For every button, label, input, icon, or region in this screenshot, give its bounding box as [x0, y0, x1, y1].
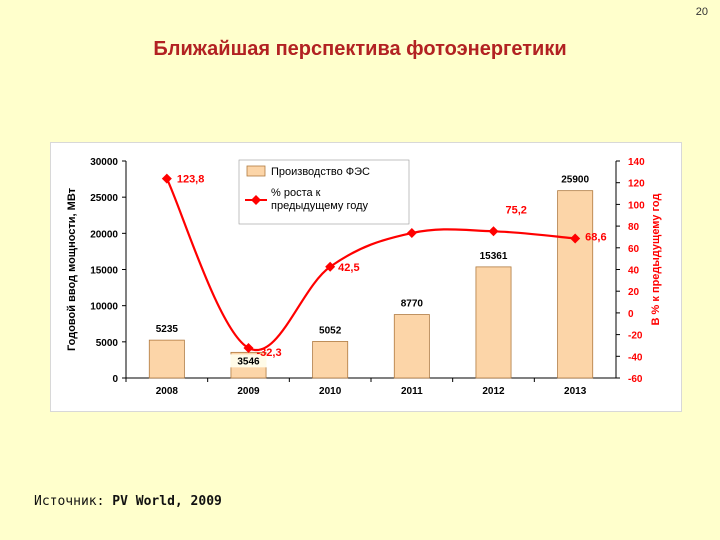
x-tick-label: 2011	[401, 386, 423, 397]
bar-2008	[148, 339, 185, 379]
bar-2012	[475, 266, 512, 379]
bar-label-backdrop	[230, 354, 267, 368]
line-value-label: 68,6	[585, 231, 606, 243]
legend-marker-line	[251, 195, 261, 205]
y2-tick-label: 20	[628, 287, 640, 298]
y2-tick-label: 40	[628, 266, 640, 277]
legend-label-bar: Производство ФЭС	[271, 166, 370, 178]
y-axis-title: Годовой ввод мощности, МВт	[66, 187, 78, 351]
bar-value-label: 5052	[319, 325, 342, 336]
y-tick-label: 5000	[96, 338, 119, 349]
line-value-label: 75,2	[506, 204, 527, 216]
y2-tick-label: -40	[628, 352, 643, 363]
combo-chart: 0 5000 10000 15000 20000 25000 30000 -60 -40 -20 0…	[66, 157, 662, 397]
y2-tick-label: 80	[628, 222, 640, 233]
legend-label-line: % роста к предыдущему году	[271, 187, 369, 212]
bar-value-label: 5235	[156, 324, 179, 335]
legend: Производство ФЭС % роста к предыдущему год…	[238, 159, 410, 225]
y2-tick-label: 0	[628, 309, 634, 320]
line-value-label: 123,8	[177, 174, 205, 186]
bar-2011	[393, 314, 430, 379]
x-tick-label: 2009	[237, 386, 260, 397]
y2-tick-label: -20	[628, 331, 643, 342]
bar-value-label: 8770	[401, 299, 424, 310]
source-label: Источник:	[34, 494, 105, 509]
y-tick-label: 10000	[90, 302, 118, 313]
y-tick-label: 20000	[90, 229, 118, 240]
line-marker-2013	[570, 233, 581, 244]
x-tick-label: 2012	[482, 386, 505, 397]
bar-value-label: 15361	[480, 251, 508, 262]
source-note: Источник: PV World, 2009	[34, 494, 222, 509]
y2-tick-label: 60	[628, 244, 640, 255]
y-tick-label: 25000	[90, 193, 118, 204]
x-tick-label: 2008	[156, 386, 179, 397]
line-value-label: 42,5	[338, 262, 359, 274]
y-tick-label: 0	[112, 374, 118, 385]
y2-tick-label: 100	[628, 200, 645, 211]
x-tick-label: 2013	[564, 386, 587, 397]
y2-axis-title: В % к предыдущему год	[650, 194, 662, 326]
legend-box	[238, 159, 410, 225]
axes-layer: 0 5000 10000 15000 20000 25000 30000 -60 -40 -20 0…	[66, 157, 662, 397]
legend-swatch-bar	[246, 165, 266, 177]
y-tick-label: 30000	[90, 157, 118, 168]
y2-tick-label: 140	[628, 157, 645, 168]
line-marker-2008	[161, 173, 172, 184]
line-layer: 123,8-32,342,573,675,268,6	[161, 173, 607, 359]
bar-2013	[557, 190, 594, 379]
source-value: PV World, 2009	[112, 494, 222, 509]
line-marker-2009	[243, 342, 254, 353]
line-marker-2012	[488, 226, 499, 237]
x-tick-label: 2010	[319, 386, 342, 397]
page-number: 20	[695, 6, 708, 18]
bar-2010	[312, 341, 349, 379]
slide-title: Ближайшая перспектива фотоэнергетики	[153, 38, 567, 60]
line-value-label: -32,3	[257, 347, 282, 359]
bar-value-label: 3546	[237, 356, 260, 367]
y2-tick-label: -60	[628, 374, 643, 385]
chart-panel: 0 5000 10000 15000 20000 25000 30000 -60 -40 -20 0…	[50, 142, 682, 412]
y2-tick-label: 120	[628, 179, 645, 190]
bar-value-label: 25900	[561, 175, 589, 186]
line-marker-2011	[406, 228, 417, 239]
line-marker-2010	[325, 261, 336, 272]
bars-layer: 5235 3546 5052 8770 15361 25900	[148, 175, 594, 379]
y-tick-label: 15000	[90, 266, 118, 277]
